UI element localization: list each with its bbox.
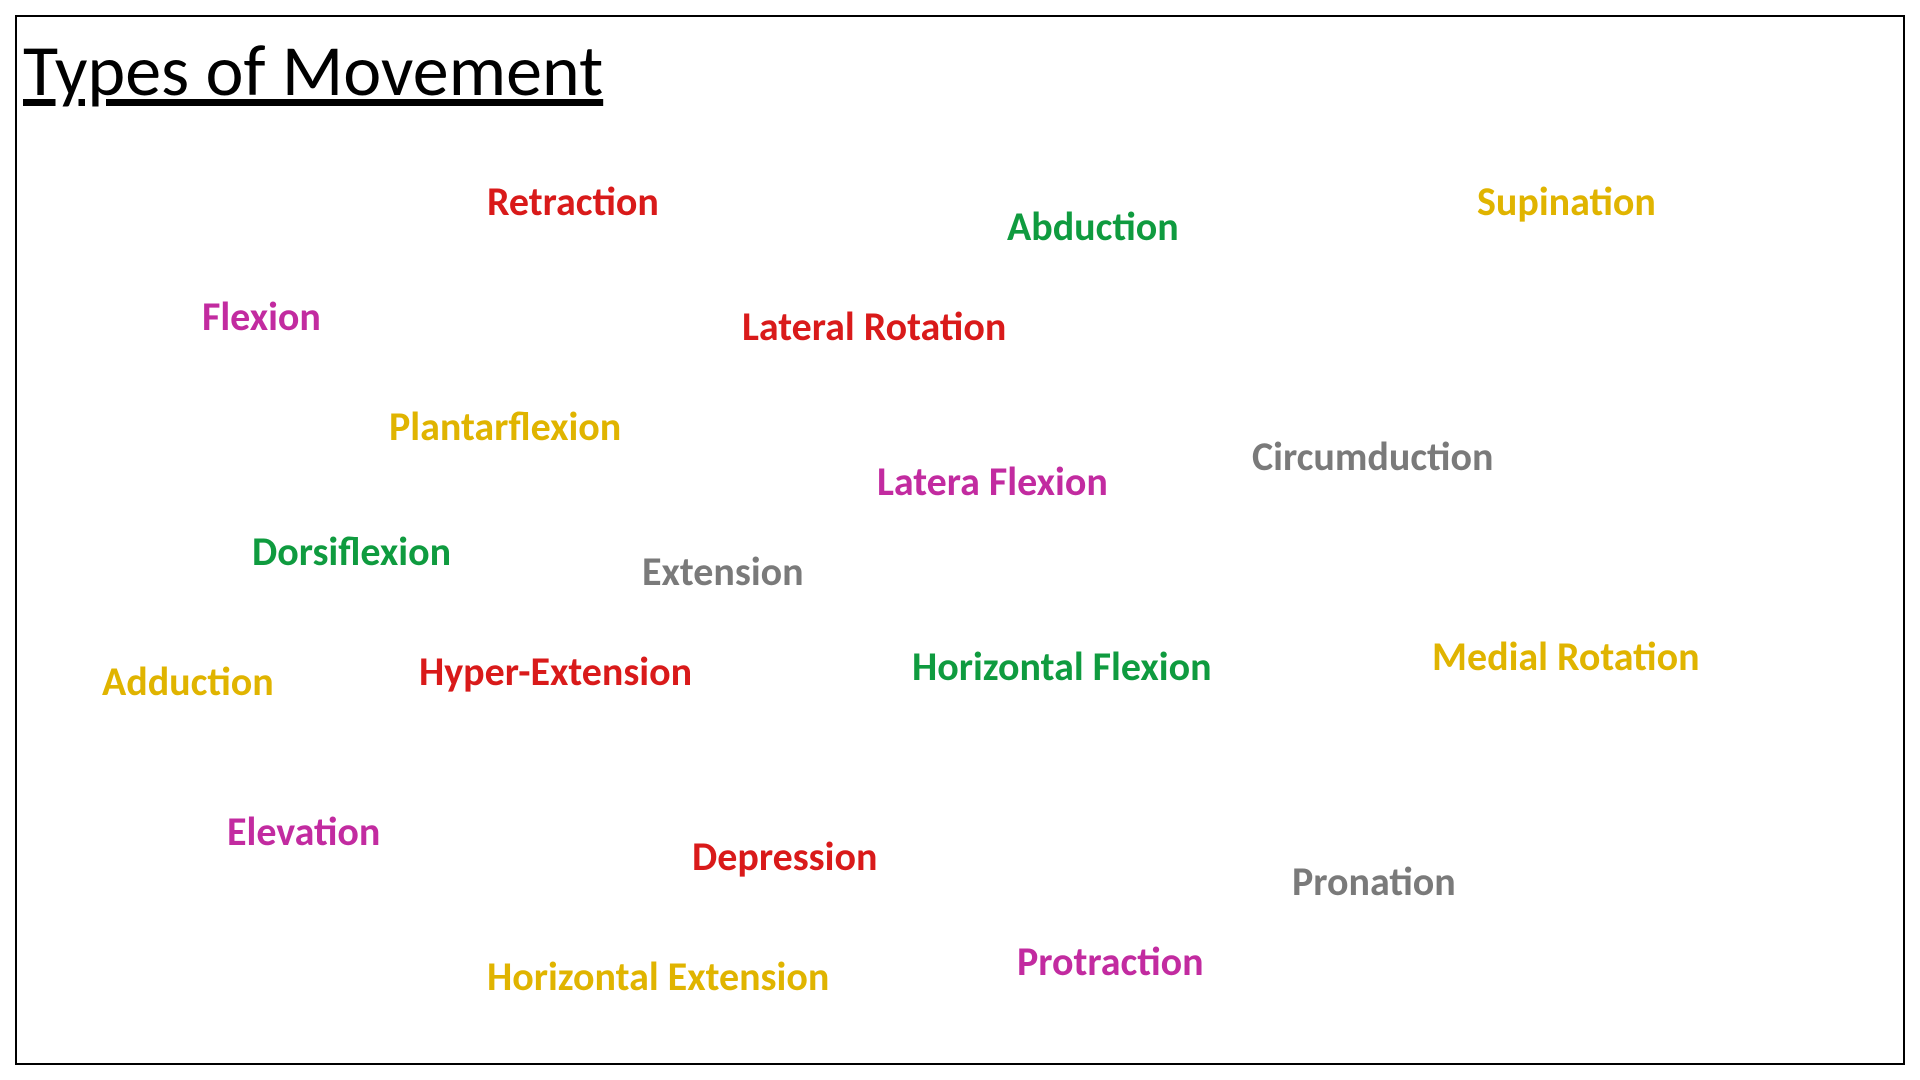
word-protraction: Protraction [1017, 937, 1204, 986]
word-hyper-extension: Hyper-Extension [419, 647, 692, 696]
word-horizontal-extension: Horizontal Extension [487, 952, 829, 1001]
word-circumduction: Circumduction [1252, 432, 1493, 481]
word-lateral-rotation: Lateral Rotation [742, 302, 1006, 351]
word-supination: Supination [1477, 177, 1656, 226]
word-abduction: Abduction [1007, 202, 1179, 251]
word-adduction: Adduction [102, 657, 274, 706]
word-depression: Depression [692, 832, 877, 881]
word-horizontal-flexion: Horizontal Flexion [912, 642, 1212, 691]
word-dorsiflexion: Dorsiflexion [252, 527, 451, 576]
slide-title: Types of Movement [23, 27, 603, 115]
word-elevation: Elevation [227, 807, 380, 856]
word-pronation: Pronation [1292, 857, 1456, 906]
word-latera-flexion: Latera Flexion [877, 457, 1108, 506]
word-extension: Extension [642, 547, 804, 596]
word-retraction: Retraction [487, 177, 659, 226]
slide-container: Types of Movement Retraction Abduction Sup… [15, 15, 1905, 1065]
word-medial-rotation: Medial Rotation [1432, 632, 1700, 681]
word-plantarflexion: Plantarflexion [389, 402, 621, 451]
word-flexion: Flexion [202, 292, 321, 341]
